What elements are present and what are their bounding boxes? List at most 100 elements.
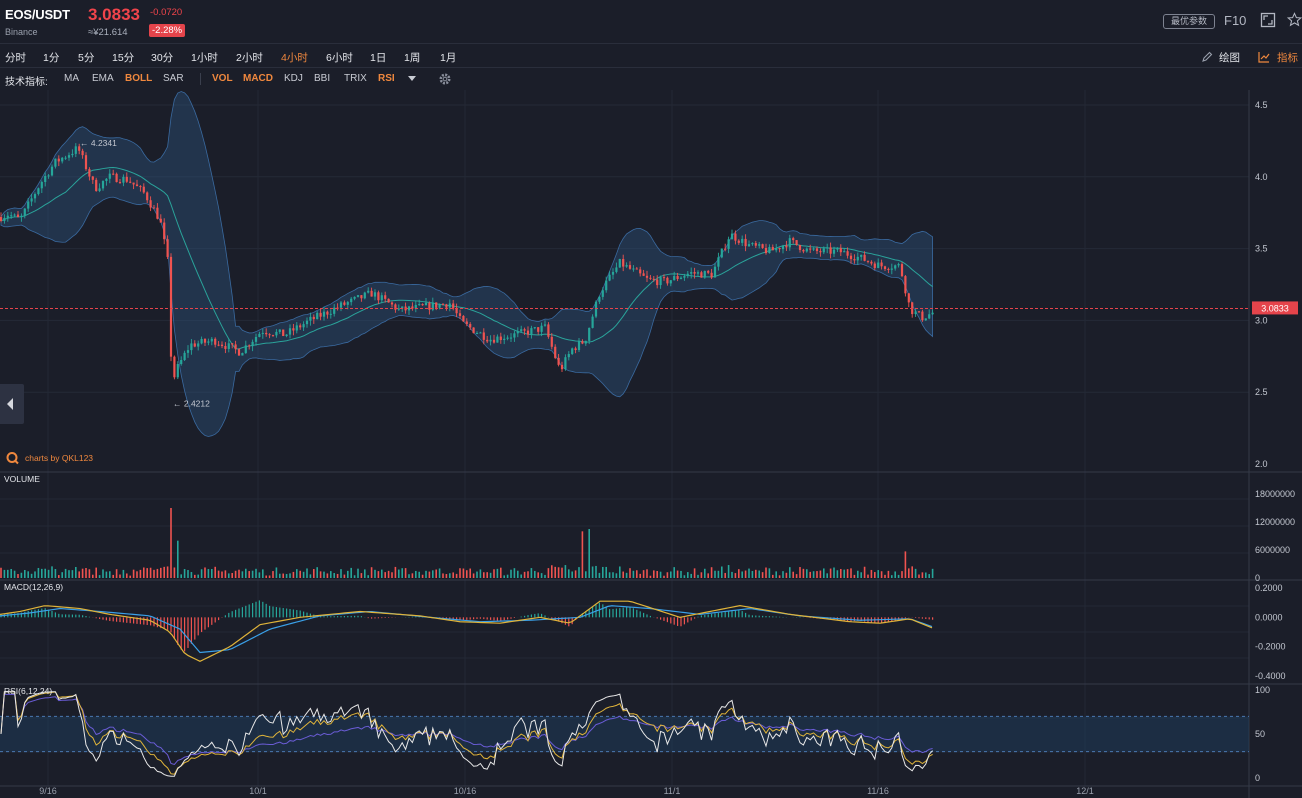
candle-body <box>98 188 101 192</box>
candle-body <box>139 186 142 188</box>
timeframe-6h[interactable]: 6小时 <box>326 52 353 64</box>
indicator-bbi[interactable]: BBI <box>314 73 331 84</box>
candle-body <box>152 207 156 209</box>
volume-bar <box>173 567 176 578</box>
candle-body <box>319 312 322 317</box>
candle-body <box>112 173 115 175</box>
indicator-ema[interactable]: EMA <box>92 73 114 84</box>
volume-bar <box>656 570 658 578</box>
candle-body <box>241 353 244 356</box>
candle-body <box>744 238 747 247</box>
volume-bar <box>241 571 244 578</box>
volume-bar <box>755 569 757 578</box>
volume-bar <box>483 572 485 578</box>
draw-button[interactable]: 绘图 <box>1219 52 1240 64</box>
volume-bar <box>377 571 380 578</box>
candle-body <box>27 201 30 209</box>
candle-body <box>441 304 445 306</box>
candle-body <box>506 337 509 339</box>
timeframe-1mo[interactable]: 1月 <box>440 52 457 64</box>
candle-body <box>285 334 288 337</box>
gear-icon[interactable] <box>438 72 452 86</box>
timeframe-1m[interactable]: 1分 <box>43 52 60 64</box>
timeframe-2h[interactable]: 2小时 <box>236 52 263 64</box>
candle-body <box>890 268 893 270</box>
candle-body <box>686 273 689 277</box>
candle-body <box>125 176 128 182</box>
timeframe-4h[interactable]: 4小时 <box>281 52 308 64</box>
volume-bar <box>568 569 570 578</box>
indicator-macd[interactable]: MACD <box>243 73 273 84</box>
timeframe-1w[interactable]: 1周 <box>404 52 421 64</box>
candle-body <box>91 176 94 180</box>
indicator-trix[interactable]: TRIX <box>344 73 367 84</box>
volume-bar <box>136 571 138 578</box>
candlestick-series <box>0 143 1298 380</box>
volume-bar <box>81 568 84 578</box>
timeframe-5m[interactable]: 5分 <box>78 52 95 64</box>
volume-bar <box>799 567 801 578</box>
candle-body <box>798 245 802 250</box>
candle-body <box>761 244 764 248</box>
volume-bar <box>350 567 352 578</box>
macd-series <box>0 600 934 663</box>
candle-body <box>605 280 608 291</box>
collapse-panel-button[interactable] <box>0 384 24 424</box>
volume-bar <box>880 571 883 578</box>
candle-body <box>67 155 71 158</box>
indicator-button[interactable]: 指标 <box>1277 52 1298 64</box>
indicator-rsi[interactable]: RSI <box>378 73 395 84</box>
candle-body <box>339 302 343 308</box>
indicator-kdj[interactable]: KDJ <box>284 73 303 84</box>
candle-body <box>550 336 553 347</box>
volume-bar <box>642 570 645 578</box>
optimal-params-button[interactable]: 最优参数 <box>1163 14 1215 29</box>
fullscreen-icon[interactable] <box>1260 12 1276 28</box>
candle-body <box>662 277 666 279</box>
volume-bar <box>13 570 16 578</box>
dropdown-caret-icon[interactable] <box>408 76 416 82</box>
max-price-annotation: ← 4.2341 <box>80 138 117 148</box>
qkl123-logo-icon <box>6 452 18 463</box>
timeframe-tick[interactable]: 分时 <box>5 52 26 64</box>
volume-bar <box>663 575 665 578</box>
candle-body <box>299 325 302 328</box>
candle-body <box>292 328 295 331</box>
volume-bar <box>700 572 703 578</box>
volume-bar <box>275 567 278 578</box>
price-chart[interactable]: 4.5 4.0 3.5 3.0 2.5 2.0 3.0833 18000000 12000000… <box>0 90 1302 798</box>
volume-bar <box>829 568 832 578</box>
candle-body <box>78 146 81 151</box>
timeframe-30m[interactable]: 30分 <box>151 52 174 64</box>
f10-button[interactable]: F10 <box>1224 13 1247 28</box>
volume-bar <box>255 568 257 578</box>
timeframe-toolbar: 分时 1分 5分 15分 30分 1小时 2小时 4小时 6小时 1日 1周 1… <box>0 45 1302 68</box>
indicator-sar[interactable]: SAR <box>163 73 184 84</box>
volume-bar <box>357 568 359 578</box>
candle-body <box>462 315 465 322</box>
volume-bar <box>795 574 798 578</box>
candle-body <box>3 217 6 221</box>
timeframe-15m[interactable]: 15分 <box>112 52 135 64</box>
candle-body <box>353 296 356 299</box>
rsi6-line <box>0 691 933 777</box>
star-icon[interactable] <box>1287 12 1302 27</box>
volume-bar <box>149 567 152 578</box>
candle-body <box>928 314 931 319</box>
timeframe-1h[interactable]: 1小时 <box>191 52 218 64</box>
volume-bar <box>724 572 726 578</box>
candle-body <box>458 313 462 316</box>
indicator-vol[interactable]: VOL <box>212 73 233 84</box>
candle-body <box>329 313 332 315</box>
volume-bar <box>462 568 465 578</box>
candle-body <box>724 248 727 250</box>
candle-body <box>135 184 139 187</box>
volume-bar <box>860 572 862 578</box>
volume-bar <box>285 573 288 578</box>
timeframe-1d[interactable]: 1日 <box>370 52 387 64</box>
indicator-ma[interactable]: MA <box>64 73 79 84</box>
indicator-boll[interactable]: BOLL <box>125 73 153 84</box>
candle-body <box>690 272 693 274</box>
volume-bar <box>894 571 896 578</box>
candle-body <box>523 329 526 331</box>
